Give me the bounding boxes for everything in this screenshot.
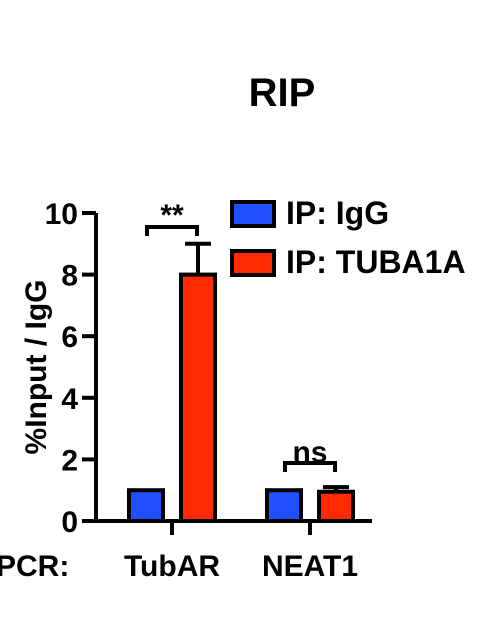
- bar-ip-igg-neat1: [265, 488, 303, 524]
- legend-label: IP: TUBA1A: [286, 244, 466, 280]
- significance-label: ns: [292, 436, 327, 469]
- x-tick-label-neat1: NEAT1: [262, 550, 358, 583]
- significance-bracket: [283, 461, 337, 472]
- legend-swatch: [230, 200, 276, 228]
- significance-bracket: [145, 225, 199, 236]
- bar-ip-igg-tubar: [127, 488, 165, 524]
- chart-title: RIP: [249, 71, 316, 115]
- significance-label: **: [160, 199, 184, 232]
- y-tick-label: 2: [61, 444, 78, 477]
- bar-ip-tuba1a-tubar: [179, 272, 217, 523]
- y-axis-label: %Input / IgG: [20, 280, 53, 455]
- legend-label: IP: IgG: [286, 195, 389, 231]
- x-tick-label-tubar: TubAR: [124, 550, 220, 583]
- y-tick-label: 6: [61, 321, 78, 354]
- y-tick-label: 10: [45, 198, 78, 231]
- y-tick-label: 8: [61, 260, 78, 293]
- x-axis-prefix-label: PCR:: [0, 550, 69, 583]
- x-tick-labels: TubAR NEAT1: [124, 550, 358, 583]
- legend-swatch: [230, 249, 276, 277]
- significance-annotations: ** ns: [145, 199, 337, 472]
- bar-ip-tuba1a-neat1: [317, 489, 355, 523]
- y-tick-label: 0: [61, 506, 78, 539]
- y-tick-label: 4: [61, 383, 78, 416]
- legend: IP: IgG IP: TUBA1A: [230, 195, 466, 280]
- bars: [127, 241, 355, 524]
